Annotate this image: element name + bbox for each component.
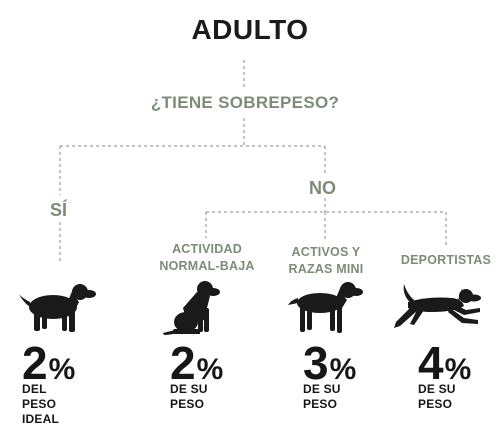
percent-sign: % — [48, 353, 76, 386]
percent-value-sports: 4% — [418, 340, 471, 386]
percent-sign: % — [329, 353, 357, 386]
sitting-dog-icon — [163, 281, 220, 335]
description-line: PESO — [418, 397, 453, 411]
result-description: DE SU PESO — [170, 382, 208, 412]
category-line: ACTIVOS Y — [291, 245, 361, 259]
branch-yes-label: SÍ — [50, 200, 68, 220]
description-line: PESO — [170, 397, 205, 411]
standing-dog-icon — [288, 282, 363, 333]
percent-number: 2 — [22, 337, 48, 389]
description-line: DE SU — [303, 382, 341, 396]
result-description: DE SU PESO — [418, 382, 456, 412]
result-description: DEL PESO IDEAL — [22, 382, 59, 427]
standing-dog-icon — [19, 284, 96, 332]
category-line: DEPORTISTAS — [400, 253, 492, 267]
category-sports: DEPORTISTAS — [390, 252, 500, 269]
percent-sign: % — [196, 353, 224, 386]
percent-number: 2 — [170, 337, 196, 389]
percent-value-active: 3% — [303, 340, 356, 386]
percent-number: 4 — [418, 337, 444, 389]
branch-no-label: NO — [309, 178, 336, 198]
description-line: DE SU — [170, 382, 208, 396]
percent-value-normal: 2% — [170, 340, 223, 386]
category-line: NORMAL-BAJA — [159, 259, 255, 273]
percent-value-overweight: 2% — [22, 340, 75, 386]
category-line: RAZAS MINI — [288, 262, 364, 276]
description-line: DEL — [22, 382, 47, 396]
description-line: PESO — [303, 397, 338, 411]
category-active-mini: ACTIVOS Y RAZAS MINI — [266, 244, 386, 278]
page-title: ADULTO — [191, 14, 309, 45]
description-line: PESO — [22, 397, 57, 411]
percent-number: 3 — [303, 337, 329, 389]
category-line: ACTIVIDAD — [172, 242, 242, 256]
description-line: IDEAL — [22, 412, 59, 426]
percent-sign: % — [444, 353, 472, 386]
category-normal-low: ACTIVIDAD NORMAL-BAJA — [147, 241, 267, 275]
result-description: DE SU PESO — [303, 382, 341, 412]
running-dog-icon — [394, 284, 481, 328]
question-label: ¿TIENE SOBREPESO? — [150, 93, 340, 112]
description-line: DE SU — [418, 382, 456, 396]
